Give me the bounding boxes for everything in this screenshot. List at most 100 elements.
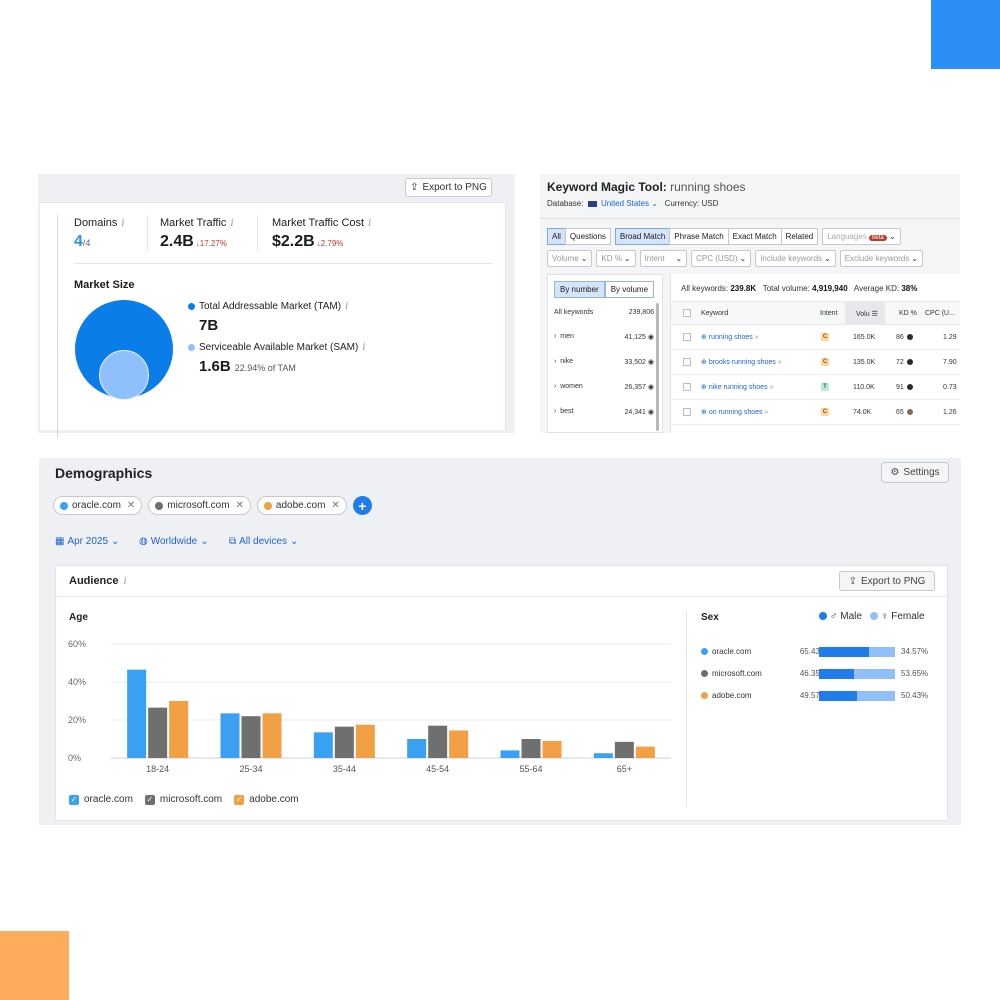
date-select[interactable]: ▦ Apr 2025 ⌄ bbox=[55, 536, 120, 547]
keyword-link[interactable]: ⊕ nike running shoes » bbox=[701, 384, 774, 391]
legend-item-oracle[interactable]: ✓ oracle.com bbox=[69, 794, 133, 805]
group-all-keywords[interactable]: All keywords 239,806 bbox=[554, 309, 654, 316]
tab-broad-match[interactable]: Broad Match bbox=[614, 228, 671, 245]
metric-value: 2.4B bbox=[160, 233, 194, 250]
info-icon[interactable]: i bbox=[362, 342, 366, 353]
tab-exact-match[interactable]: Exact Match bbox=[727, 228, 782, 245]
row-kd: 91 bbox=[896, 384, 913, 391]
languages-select[interactable]: Languages beta ⌄ bbox=[822, 228, 901, 245]
header-intent[interactable]: Intent bbox=[820, 310, 838, 317]
domain-color-dot bbox=[701, 670, 708, 677]
tab-all[interactable]: All bbox=[547, 228, 566, 245]
group-item[interactable]: › women 26,357 ◉ bbox=[554, 383, 654, 391]
filter-volume[interactable]: Volume ⌄ bbox=[547, 250, 593, 267]
bar-adobe-com-35-44[interactable] bbox=[355, 724, 375, 758]
row-checkbox[interactable] bbox=[683, 383, 691, 391]
tam-legend: Total Addressable Market (TAM) i bbox=[188, 301, 348, 312]
row-volume: 165.0K bbox=[853, 334, 876, 341]
device-select[interactable]: ⧉ All devices ⌄ bbox=[229, 536, 299, 547]
info-icon[interactable]: i bbox=[345, 301, 349, 312]
info-icon[interactable]: i bbox=[230, 218, 234, 229]
row-checkbox[interactable] bbox=[683, 358, 691, 366]
row-checkbox[interactable] bbox=[683, 333, 691, 341]
bar-adobe-com-55-64[interactable] bbox=[542, 740, 562, 758]
tam-dot bbox=[188, 303, 195, 310]
chevron-down-icon: ⌄ bbox=[289, 536, 299, 547]
region-select[interactable]: ◍ Worldwide ⌄ bbox=[139, 536, 209, 547]
bar-oracle-com-65+[interactable] bbox=[593, 753, 613, 758]
divider bbox=[147, 215, 148, 251]
keyword-link[interactable]: ⊕ on running shoes » bbox=[701, 409, 769, 416]
filter-intent[interactable]: Intent ⌄ bbox=[639, 250, 688, 267]
audience-export-button[interactable]: ⇪ Export to PNG bbox=[839, 571, 935, 591]
bar-microsoft-com-45-54[interactable] bbox=[428, 725, 448, 758]
group-item[interactable]: › men 41,125 ◉ bbox=[554, 333, 654, 341]
by-volume-button[interactable]: By volume bbox=[604, 281, 655, 298]
tab-phrase-match[interactable]: Phrase Match bbox=[669, 228, 729, 245]
bar-oracle-com-25-34[interactable] bbox=[220, 713, 240, 758]
bar-microsoft-com-55-64[interactable] bbox=[521, 739, 541, 758]
info-icon[interactable]: i bbox=[368, 218, 372, 229]
domain-chip[interactable]: adobe.com ✕ bbox=[256, 496, 347, 515]
filter-cpc[interactable]: CPC (USD) ⌄ bbox=[691, 250, 752, 267]
bar-microsoft-com-65+[interactable] bbox=[614, 741, 634, 758]
chevron-right-icon: › bbox=[554, 358, 557, 365]
row-checkbox[interactable] bbox=[683, 408, 691, 416]
bar-microsoft-com-18-24[interactable] bbox=[148, 707, 168, 758]
close-icon[interactable]: ✕ bbox=[235, 500, 244, 511]
info-icon[interactable]: i bbox=[123, 576, 127, 587]
upload-icon: ⇪ bbox=[410, 182, 419, 193]
row-kd: 72 bbox=[896, 359, 913, 366]
page-title: Demographics bbox=[55, 465, 153, 481]
metric-label: Market Traffic bbox=[160, 217, 227, 229]
bar-microsoft-com-25-34[interactable] bbox=[241, 716, 261, 758]
header-cpc[interactable]: CPC (U... bbox=[925, 310, 955, 317]
bar-oracle-com-45-54[interactable] bbox=[407, 739, 427, 758]
tab-questions[interactable]: Questions bbox=[564, 228, 611, 245]
header-kd[interactable]: KD % bbox=[899, 310, 917, 317]
divider bbox=[671, 374, 960, 375]
domain-chip[interactable]: microsoft.com ✕ bbox=[148, 496, 251, 515]
keyword-link[interactable]: ⊕ brooks running shoes » bbox=[701, 359, 782, 366]
bar-adobe-com-45-54[interactable] bbox=[449, 730, 469, 758]
metric-market-traffic-cost: Market Traffic Cost i $2.2B ↓2.79% bbox=[272, 217, 371, 251]
scrollbar[interactable] bbox=[656, 303, 659, 431]
close-icon[interactable]: ✕ bbox=[126, 500, 136, 511]
volume-sort-header[interactable] bbox=[845, 302, 885, 324]
close-icon[interactable]: ✕ bbox=[331, 500, 340, 511]
info-icon[interactable]: i bbox=[121, 218, 125, 229]
select-all-checkbox[interactable] bbox=[683, 309, 691, 317]
bar-oracle-com-35-44[interactable] bbox=[313, 732, 333, 758]
bar-microsoft-com-35-44[interactable] bbox=[334, 726, 354, 758]
database-select[interactable]: United States ⌄ bbox=[600, 199, 658, 208]
y-tick-label: 0% bbox=[68, 753, 81, 763]
legend-item-microsoft[interactable]: ✓ microsoft.com bbox=[144, 794, 223, 805]
bar-oracle-com-55-64[interactable] bbox=[500, 750, 520, 758]
bar-adobe-com-18-24[interactable] bbox=[169, 701, 189, 758]
eye-icon[interactable]: ◉ bbox=[647, 334, 654, 341]
group-item[interactable]: › best 24,341 ◉ bbox=[554, 408, 654, 416]
chevron-down-icon: ⌄ bbox=[911, 254, 918, 263]
eye-icon[interactable]: ◉ bbox=[647, 409, 654, 416]
eye-icon[interactable]: ◉ bbox=[647, 384, 654, 391]
bar-oracle-com-18-24[interactable] bbox=[127, 669, 147, 758]
divider bbox=[540, 218, 960, 219]
filter-exclude-keywords[interactable]: Exclude keywords ⌄ bbox=[839, 250, 923, 267]
header-volume[interactable]: Volu ☰ bbox=[856, 311, 878, 318]
bar-adobe-com-65+[interactable] bbox=[635, 746, 655, 758]
add-domain-button[interactable]: + bbox=[352, 496, 372, 515]
domain-chip[interactable]: oracle.com ✕ bbox=[53, 496, 143, 515]
market-export-button[interactable]: ⇪ Export to PNG bbox=[405, 178, 492, 197]
by-number-button[interactable]: By number bbox=[554, 281, 605, 298]
filter-include-keywords[interactable]: Include keywords ⌄ bbox=[755, 250, 836, 267]
settings-button[interactable]: ⚙ Settings bbox=[881, 462, 949, 483]
domain-color-dot bbox=[155, 501, 164, 510]
eye-icon[interactable]: ◉ bbox=[647, 359, 654, 366]
group-item[interactable]: › nike 33,502 ◉ bbox=[554, 358, 654, 366]
keyword-link[interactable]: ⊕ running shoes » bbox=[701, 334, 759, 341]
bar-adobe-com-25-34[interactable] bbox=[262, 713, 282, 758]
legend-item-adobe[interactable]: ✓ adobe.com bbox=[234, 794, 299, 805]
header-keyword[interactable]: Keyword bbox=[701, 310, 729, 317]
filter-kd[interactable]: KD % ⌄ bbox=[596, 250, 636, 267]
tab-related[interactable]: Related bbox=[780, 228, 819, 245]
